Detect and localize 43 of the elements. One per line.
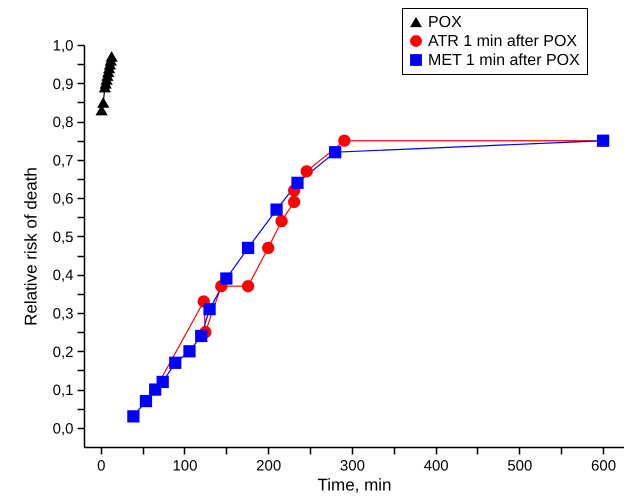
point (183, 345, 196, 358)
x-tick-label: 600 (591, 458, 616, 474)
y-tick-label: 0,9 (52, 76, 74, 93)
point (220, 272, 232, 285)
point (338, 134, 350, 147)
point (262, 242, 274, 254)
y-tick-label: 0,0 (52, 420, 74, 438)
point (203, 303, 216, 316)
y-axis-title: Relative risk of death (22, 167, 41, 326)
y-tick-label: 0,2 (52, 344, 74, 361)
x-tick-label: 300 (340, 458, 365, 474)
legend-label: ATR 1 min after POX (428, 33, 578, 50)
point (275, 215, 288, 228)
point (242, 280, 254, 292)
y-tick-label: 1,0 (52, 38, 74, 54)
y-tick-label: 0,3 (52, 306, 74, 322)
y-tick-label: 0,5 (52, 228, 74, 246)
point (106, 51, 118, 62)
y-tick-label: 0,6 (52, 190, 74, 208)
legend-label: MET 1 min after POX (428, 52, 580, 69)
x-tick-label: 200 (256, 458, 282, 474)
point (127, 410, 140, 422)
x-tick-label: 0 (97, 458, 106, 474)
x-tick-label: 400 (424, 458, 449, 474)
point (291, 176, 304, 189)
y-tick-label: 0,7 (52, 152, 74, 170)
legend-label: POX (428, 14, 462, 31)
point (97, 97, 110, 108)
y-tick-label: 0,1 (52, 382, 74, 400)
y-tick-label: 0,8 (52, 114, 74, 132)
point (329, 146, 342, 158)
point (270, 204, 283, 216)
point (140, 394, 152, 408)
point (300, 165, 313, 178)
point (156, 376, 169, 388)
point (288, 196, 300, 208)
x-tick-label: 500 (507, 458, 532, 474)
point (169, 356, 182, 369)
x-tick-label: 100 (172, 458, 198, 474)
y-tick-label: 0,4 (52, 267, 74, 284)
point (242, 242, 254, 254)
point (195, 330, 208, 342)
x-axis-title: Time, min (318, 476, 392, 494)
